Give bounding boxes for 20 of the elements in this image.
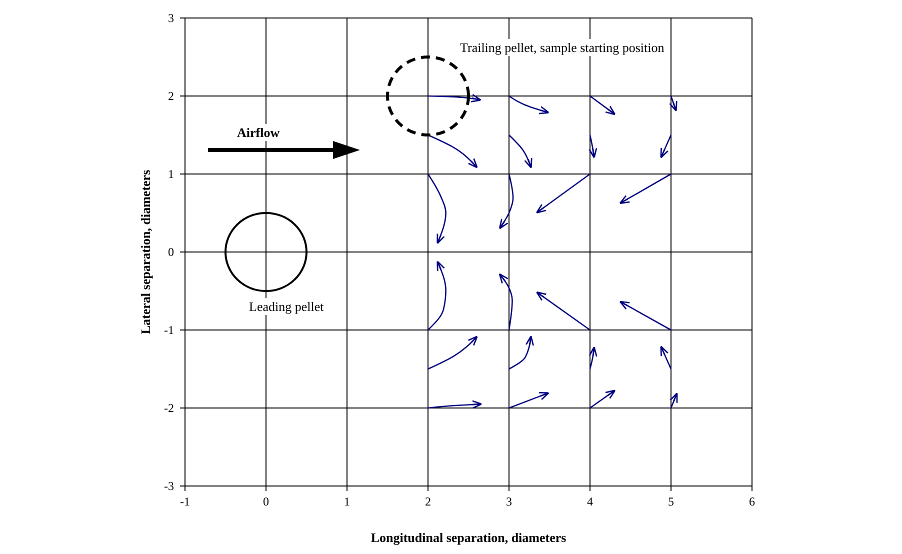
x-tick-label: 4 [587,494,593,509]
x-axis-title: Longitudinal separation, diameters [370,530,566,545]
y-tick-label: -1 [164,322,174,337]
x-tick-label: -1 [180,494,190,509]
x-tick-label: 5 [668,494,674,509]
annotation: Leading pellet [249,299,324,314]
y-tick-label: 2 [168,88,174,103]
y-tick-label: -3 [164,478,174,493]
y-tick-label: -2 [164,400,174,415]
y-axis-title: Lateral separation, diameters [138,170,153,334]
x-tick-label: 3 [506,494,512,509]
annotation: Airflow [237,125,280,140]
x-tick-label: 0 [263,494,269,509]
x-tick-label: 6 [749,494,755,509]
y-tick-label: 1 [168,166,174,181]
x-tick-label: 2 [425,494,431,509]
y-tick-label: 3 [168,10,174,25]
x-tick-label: 1 [344,494,350,509]
y-tick-label: 0 [168,244,174,259]
annotation: Trailing pellet, sample starting position [460,40,665,55]
